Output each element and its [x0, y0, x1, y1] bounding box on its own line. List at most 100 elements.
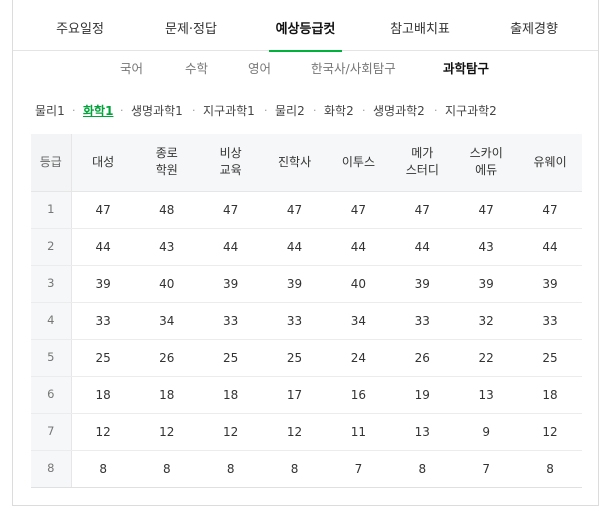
main-tab-bar: 주요일정 문제·정답 예상등급컷 참고배치표 출제경향 [13, 0, 598, 52]
tab-reference-placement[interactable]: 참고배치표 [390, 22, 450, 37]
tab-exam-trends[interactable]: 출제경향 [510, 22, 558, 37]
grade-cut-cell: 33 [262, 302, 327, 340]
grade-cut-cell: 13 [454, 376, 519, 414]
grade-cut-cell: 17 [262, 376, 327, 414]
tab-expected-grade-cut[interactable]: 예상등급컷 [269, 0, 342, 52]
grade-cut-cell: 44 [198, 228, 263, 266]
grade-cut-cell: 33 [390, 302, 455, 340]
tab-schedule[interactable]: 주요일정 [56, 22, 104, 37]
grade-cut-cell: 9 [454, 413, 519, 451]
subject-biology1[interactable]: 생명과학1 [131, 104, 183, 118]
grade-label: 1 [31, 191, 72, 229]
column-header-etoos: 이투스 [326, 134, 391, 192]
tab-questions-answers[interactable]: 문제·정답 [165, 22, 217, 37]
grade-cut-cell: 8 [518, 450, 582, 488]
grade-cut-cell: 39 [71, 265, 135, 303]
grade-label: 2 [31, 228, 72, 266]
subject-physics1[interactable]: 물리1 [35, 104, 65, 118]
grade-label: 6 [31, 376, 72, 414]
grade-cut-cell: 18 [198, 376, 263, 414]
grade-cut-cell: 39 [390, 265, 455, 303]
tab-korean[interactable]: 국어 [120, 61, 144, 76]
grade-cut-cell: 34 [326, 302, 391, 340]
grade-cut-cell: 32 [454, 302, 519, 340]
grade-cut-cell: 47 [71, 191, 135, 229]
tab-math[interactable]: 수학 [185, 61, 209, 76]
grade-cut-cell: 18 [71, 376, 135, 414]
grade-cut-cell: 12 [134, 413, 199, 451]
grade-cut-cell: 47 [390, 191, 455, 229]
column-header-megastudy: 메가 스터디 [390, 134, 455, 192]
grade-cut-cell: 19 [390, 376, 455, 414]
subject-earth-science1[interactable]: 지구과학1 [203, 104, 255, 118]
grade-label: 3 [31, 265, 72, 303]
separator-dot: · [313, 104, 317, 117]
grade-cut-cell: 39 [518, 265, 582, 303]
subject-chemistry2[interactable]: 화학2 [324, 104, 354, 118]
table-row: 1 47 48 47 47 47 47 47 47 [31, 191, 582, 229]
grade-cut-table: 등급 대성 종로 학원 비상 교육 진학사 이투스 메가 스터디 스카이 에듀 유웨이 … [31, 134, 582, 488]
tab-science[interactable]: 과학탐구 [443, 61, 490, 76]
column-header-jinhaksa: 진학사 [262, 134, 327, 192]
grade-cut-cell: 26 [390, 339, 455, 377]
grade-cut-cell: 39 [454, 265, 519, 303]
grade-cut-cell: 8 [262, 450, 327, 488]
grade-cut-cell: 25 [71, 339, 135, 377]
grade-cut-cell: 48 [134, 191, 199, 229]
grade-cut-cell: 44 [518, 228, 582, 266]
grade-cut-cell: 16 [326, 376, 391, 414]
grade-label: 7 [31, 413, 72, 451]
column-header-daesung: 대성 [71, 134, 135, 192]
subject-biology2[interactable]: 생명과학2 [373, 104, 425, 118]
subject-area-tabs: 국어 수학 영어 한국사/사회탐구 과학탐구 [13, 51, 598, 87]
grade-cut-cell: 12 [518, 413, 582, 451]
grade-cut-cell: 11 [326, 413, 391, 451]
table-header-row: 등급 대성 종로 학원 비상 교육 진학사 이투스 메가 스터디 스카이 에듀 유웨이 [31, 134, 582, 192]
table-row: 5 25 26 25 25 24 26 22 25 [31, 339, 582, 377]
grade-label: 5 [31, 339, 72, 377]
separator-dot: · [120, 104, 124, 117]
subject-chemistry1[interactable]: 화학1 [83, 104, 114, 118]
grade-cut-cell: 18 [134, 376, 199, 414]
grade-cut-cell: 43 [134, 228, 199, 266]
grade-label: 4 [31, 302, 72, 340]
tab-english[interactable]: 영어 [248, 61, 272, 76]
separator-dot: · [264, 104, 268, 117]
grade-cut-cell: 39 [262, 265, 327, 303]
grade-cut-cell: 25 [262, 339, 327, 377]
grade-cut-cell: 8 [134, 450, 199, 488]
subject-physics2[interactable]: 물리2 [275, 104, 305, 118]
column-header-uway: 유웨이 [518, 134, 582, 192]
grade-cut-cell: 34 [134, 302, 199, 340]
grade-cut-cell: 47 [454, 191, 519, 229]
table-row: 7 12 12 12 12 11 13 9 12 [31, 413, 582, 451]
grade-cut-cell: 47 [198, 191, 263, 229]
grade-cut-cell: 44 [71, 228, 135, 266]
table-row: 2 44 43 44 44 44 44 43 44 [31, 228, 582, 266]
grade-cut-cell: 47 [326, 191, 391, 229]
grade-cut-cell: 7 [326, 450, 391, 488]
grade-cut-cell: 12 [198, 413, 263, 451]
grade-cut-cell: 13 [390, 413, 455, 451]
grade-cut-cell: 24 [326, 339, 391, 377]
grade-cut-cell: 33 [518, 302, 582, 340]
grade-cut-cell: 12 [71, 413, 135, 451]
subject-earth-science2[interactable]: 지구과학2 [445, 104, 497, 118]
grade-cut-panel: 주요일정 문제·정답 예상등급컷 참고배치표 출제경향 국어 수학 영어 한국사… [12, 0, 599, 506]
column-header-skyedu: 스카이 에듀 [454, 134, 519, 192]
column-header-jongro: 종로 학원 [134, 134, 199, 192]
table-body: 1 47 48 47 47 47 47 47 47 2 44 43 44 44 44 44 43 44 3 39 40 3… [31, 191, 582, 488]
table-row: 3 39 40 39 39 40 39 39 39 [31, 265, 582, 303]
separator-dot: · [434, 104, 438, 117]
grade-cut-cell: 8 [390, 450, 455, 488]
table-row: 6 18 18 18 17 16 19 13 18 [31, 376, 582, 414]
tab-history-social[interactable]: 한국사/사회탐구 [311, 61, 396, 76]
grade-cut-cell: 47 [262, 191, 327, 229]
column-header-grade: 등급 [31, 134, 72, 192]
grade-cut-cell: 44 [326, 228, 391, 266]
grade-cut-cell: 25 [198, 339, 263, 377]
grade-cut-cell: 25 [518, 339, 582, 377]
grade-cut-cell: 8 [198, 450, 263, 488]
grade-cut-cell: 22 [454, 339, 519, 377]
